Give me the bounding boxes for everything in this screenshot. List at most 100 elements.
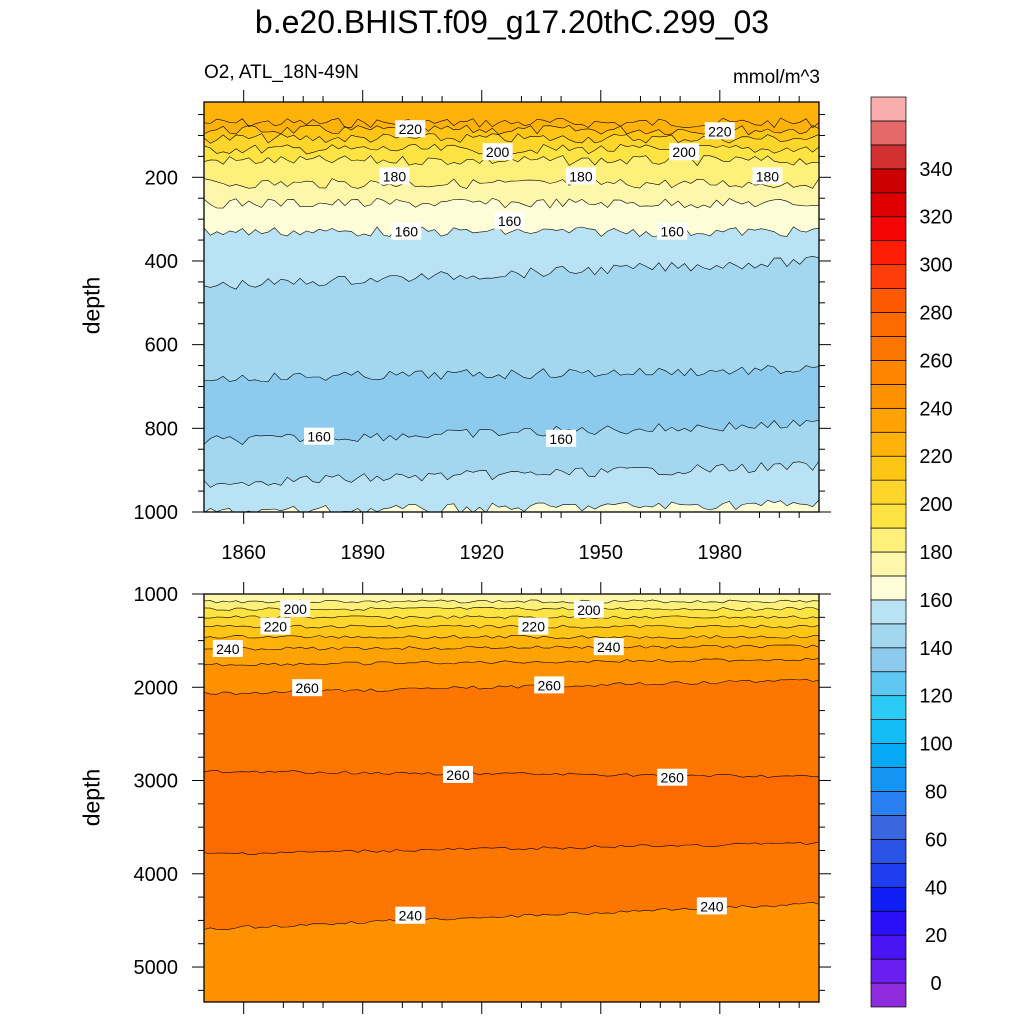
x-tick-label: 1920 bbox=[459, 542, 504, 564]
contour-label-box bbox=[304, 427, 335, 445]
contour-label-box bbox=[696, 897, 727, 915]
colorbar-swatch bbox=[870, 240, 907, 265]
colorbar-swatch bbox=[870, 695, 907, 720]
y-tick-label: 3000 bbox=[134, 771, 179, 793]
contour-label-box bbox=[482, 143, 513, 161]
contour-label: 220 bbox=[399, 121, 423, 137]
colorbar-swatch bbox=[870, 671, 907, 697]
colorbar-swatch bbox=[870, 551, 907, 577]
contour-label-box bbox=[280, 599, 311, 617]
colorbar-swatch bbox=[870, 384, 907, 409]
colorbar-tick-label: 20 bbox=[925, 925, 947, 947]
colorbar-swatch bbox=[870, 934, 907, 960]
upper-panel: 200 400 600 800 1000 1860 1890 1920 1950 1980 220 2… bbox=[134, 90, 831, 564]
contour-line-240 bbox=[204, 644, 819, 651]
colorbar-tick-label: 120 bbox=[919, 686, 952, 708]
contour-label-box bbox=[518, 617, 549, 635]
colorbar-swatch bbox=[870, 503, 907, 529]
y-tick-label: 5000 bbox=[134, 957, 179, 979]
colorbar-tick-label: 240 bbox=[919, 398, 952, 420]
x-tick-label: 1950 bbox=[579, 542, 624, 564]
contour-label-box bbox=[565, 167, 596, 185]
contour-label-box bbox=[379, 167, 410, 185]
contour-label: 240 bbox=[216, 641, 240, 657]
contour-label: 220 bbox=[708, 123, 732, 139]
colorbar-tick-label: 180 bbox=[919, 542, 952, 564]
x-tick-label: 1980 bbox=[698, 542, 743, 564]
chart-title: b.e20.BHIST.f09_g17.20thC.299_03 bbox=[254, 4, 770, 40]
contour-label-box bbox=[593, 638, 624, 656]
contour-label-box bbox=[442, 765, 473, 783]
contour-label-box bbox=[669, 143, 700, 161]
contour-label-box bbox=[395, 120, 426, 138]
colorbar-tick-label: 260 bbox=[919, 350, 952, 372]
contour-label: 200 bbox=[284, 601, 308, 617]
colorbar-swatch bbox=[870, 479, 907, 505]
chart-subtitle-variable: O2, ATL_18N-49N bbox=[204, 62, 359, 83]
contour-label-box bbox=[657, 768, 688, 786]
contour-label: 260 bbox=[295, 680, 319, 696]
contour-label: 180 bbox=[756, 168, 780, 184]
contour-fills bbox=[204, 594, 819, 1002]
colorbar-swatch bbox=[870, 336, 907, 361]
colorbar-swatch bbox=[870, 862, 907, 888]
colorbar-tick-label: 40 bbox=[925, 877, 947, 899]
colorbar-swatch bbox=[870, 407, 907, 433]
colorbar-swatch bbox=[870, 839, 907, 864]
colorbar-swatch bbox=[870, 144, 907, 170]
colorbar-tick-label: 100 bbox=[919, 734, 952, 756]
contour-label: 240 bbox=[597, 639, 621, 655]
contour-label-box bbox=[752, 167, 783, 185]
colorbar-swatch bbox=[870, 527, 907, 553]
contour-label: 160 bbox=[395, 224, 419, 240]
contour-label: 220 bbox=[522, 619, 546, 635]
colorbar-tick-label: 280 bbox=[919, 303, 952, 325]
contour-label-box bbox=[391, 222, 422, 240]
colorbar-swatch bbox=[870, 623, 907, 649]
colorbar-swatch bbox=[870, 360, 907, 385]
contour-label-box bbox=[260, 617, 291, 635]
contour-line-230 bbox=[204, 634, 819, 639]
y-tick-label: 400 bbox=[145, 251, 178, 273]
colorbar: 0 20 40 60 80 100 120 140 160 180 200 220 240 260 280 3… bbox=[870, 96, 953, 1008]
colorbar-swatch bbox=[870, 743, 907, 768]
colorbar-swatch bbox=[870, 719, 907, 744]
contour-label-box bbox=[534, 676, 565, 694]
contour-label: 200 bbox=[577, 602, 601, 618]
colorbar-swatch bbox=[870, 216, 907, 242]
colorbar-swatch bbox=[870, 431, 907, 457]
chart-subtitle-units: mmol/m^3 bbox=[732, 67, 820, 88]
colorbar-tick-label: 140 bbox=[919, 638, 952, 660]
contour-line-220 bbox=[204, 624, 819, 629]
contour-label: 180 bbox=[569, 168, 593, 184]
contour-label: 160 bbox=[549, 431, 573, 447]
contour-line-260 bbox=[204, 769, 819, 778]
y-tick-label: 200 bbox=[145, 167, 178, 189]
colorbar-swatch bbox=[870, 455, 907, 481]
contour-label-box bbox=[395, 906, 426, 924]
contour-label: 200 bbox=[672, 144, 696, 160]
colorbar-swatch bbox=[870, 886, 907, 912]
contour-label-box bbox=[494, 212, 525, 230]
y-tick-label: 800 bbox=[145, 418, 178, 440]
contour-label-box bbox=[657, 222, 688, 240]
colorbar-swatch bbox=[870, 168, 907, 194]
contour-label: 200 bbox=[486, 144, 510, 160]
contour-line-150 bbox=[204, 256, 819, 290]
colorbar-swatch bbox=[870, 599, 907, 625]
contour-line-170 bbox=[204, 197, 819, 209]
contour-label-box bbox=[546, 429, 577, 447]
colorbar-tick-label: 340 bbox=[919, 159, 952, 181]
colorbar-tick-label: 60 bbox=[925, 829, 947, 851]
contour-line-250 bbox=[204, 841, 819, 856]
contour-line-140 bbox=[204, 365, 819, 383]
contour-fills bbox=[204, 102, 819, 512]
colorbar-swatch bbox=[870, 982, 907, 1008]
contour-label: 240 bbox=[399, 908, 423, 924]
colorbar-tick-label: 200 bbox=[919, 494, 952, 516]
contour-label: 240 bbox=[700, 898, 724, 914]
contour-label: 220 bbox=[264, 619, 288, 635]
x-tick-label: 1860 bbox=[221, 542, 266, 564]
